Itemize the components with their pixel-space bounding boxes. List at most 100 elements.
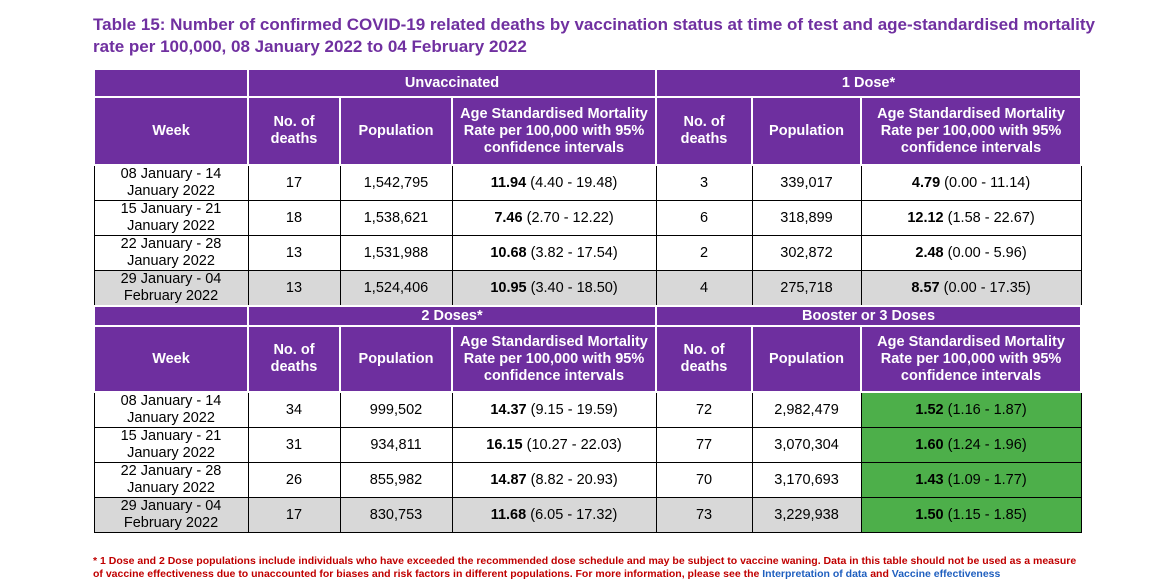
deaths-cell: 73 [655, 497, 753, 533]
population-cell: 855,982 [339, 462, 453, 498]
interpretation-of-data-link[interactable]: Interpretation of data [762, 568, 868, 580]
rate-value: 1.52 [915, 401, 944, 418]
week-cell: 08 January - 14 January 2022 [93, 164, 249, 201]
header-population: Population [339, 325, 453, 393]
rate-value: 16.15 [486, 436, 523, 453]
rate-ci: (9.15 - 19.59) [530, 401, 618, 418]
header-deaths: No. of deaths [247, 325, 341, 393]
rate-cell: 12.12 (1.58 - 22.67) [860, 200, 1082, 236]
rate-value: 1.43 [915, 471, 944, 488]
rate-cell: 1.43 (1.09 - 1.77) [860, 462, 1082, 498]
week-cell: 22 January - 28 January 2022 [93, 462, 249, 498]
vaccine-effectiveness-link[interactable]: Vaccine effectiveness [891, 568, 1001, 580]
population-cell: 275,718 [751, 270, 862, 307]
table-row: 29 January - 04 February 2022 13 1,524,4… [93, 270, 1082, 307]
rate-cell: 10.68 (3.82 - 17.54) [451, 235, 657, 271]
population-cell: 3,070,304 [751, 427, 862, 463]
rate-value: 12.12 [907, 209, 944, 226]
population-cell: 3,229,938 [751, 497, 862, 533]
population-cell: 830,753 [339, 497, 453, 533]
table-title: Table 15: Number of confirmed COVID-19 r… [93, 15, 1095, 56]
week-cell: 29 January - 04 February 2022 [93, 497, 249, 533]
rate-value: 2.48 [915, 244, 944, 261]
header-week: Week [93, 325, 249, 393]
rate-value: 10.68 [490, 244, 527, 261]
header-deaths: No. of deaths [655, 96, 754, 166]
column-header-row-2: Week No. of deaths Population Age Standa… [93, 325, 1083, 393]
population-cell: 302,872 [751, 235, 862, 271]
header-asmr: Age Standardised Mortality Rate per 100,… [450, 325, 658, 393]
rate-cell: 1.52 (1.16 - 1.87) [860, 391, 1082, 428]
population-cell: 1,531,988 [339, 235, 453, 271]
deaths-cell: 77 [655, 427, 753, 463]
week-cell: 08 January - 14 January 2022 [93, 391, 249, 428]
column-header-row-1: Week No. of deaths Population Age Standa… [93, 96, 1083, 166]
rate-ci: (0.00 - 17.35) [943, 279, 1031, 296]
rate-ci: (8.82 - 20.93) [530, 471, 618, 488]
header-asmr: Age Standardised Mortality Rate per 100,… [450, 96, 658, 166]
footnote: * 1 Dose and 2 Dose populations include … [93, 555, 1083, 581]
footnote-and: and [870, 568, 889, 580]
rate-value: 4.79 [911, 174, 941, 191]
header-population: Population [751, 96, 863, 166]
rate-cell: 14.37 (9.15 - 19.59) [451, 391, 657, 428]
deaths-cell: 17 [247, 164, 341, 201]
rate-ci: (1.16 - 1.87) [947, 401, 1027, 418]
table-row: 22 January - 28 January 2022 26 855,982 … [93, 462, 1082, 498]
population-cell: 999,502 [339, 391, 453, 428]
rate-cell: 11.94 (4.40 - 19.48) [451, 164, 657, 201]
deaths-cell: 13 [247, 270, 341, 307]
week-cell: 22 January - 28 January 2022 [93, 235, 249, 271]
rate-ci: (1.24 - 1.96) [947, 436, 1027, 453]
population-cell: 2,982,479 [751, 391, 862, 428]
deaths-cell: 34 [247, 391, 341, 428]
group-unvaccinated: Unvaccinated [246, 68, 658, 98]
rate-ci: (4.40 - 19.48) [530, 174, 618, 191]
deaths-cell: 17 [247, 497, 341, 533]
population-cell: 339,017 [751, 164, 862, 201]
deaths-cell: 3 [655, 164, 753, 201]
rate-ci: (1.58 - 22.67) [947, 209, 1035, 226]
deaths-cell: 26 [247, 462, 341, 498]
population-cell: 1,524,406 [339, 270, 453, 307]
population-cell: 1,542,795 [339, 164, 453, 201]
rate-cell: 1.50 (1.15 - 1.85) [860, 497, 1082, 533]
population-cell: 934,811 [339, 427, 453, 463]
header-deaths: No. of deaths [655, 325, 754, 393]
table-row: 15 January - 21 January 2022 18 1,538,62… [93, 200, 1082, 236]
rate-cell: 16.15 (10.27 - 22.03) [451, 427, 657, 463]
header-population: Population [751, 325, 863, 393]
deaths-cell: 70 [655, 462, 753, 498]
rate-ci: (0.00 - 5.96) [947, 244, 1027, 261]
deaths-cell: 6 [655, 200, 753, 236]
week-cell: 29 January - 04 February 2022 [93, 270, 249, 307]
blank-group-cell [93, 305, 249, 327]
group-booster: Booster or 3 Doses [655, 305, 1083, 327]
rate-cell: 14.87 (8.82 - 20.93) [451, 462, 657, 498]
rate-value: 1.50 [915, 506, 944, 523]
group-header-row-1: Unvaccinated 1 Dose* [93, 68, 1083, 98]
population-cell: 318,899 [751, 200, 862, 236]
deaths-cell: 31 [247, 427, 341, 463]
rate-ci: (0.00 - 11.14) [944, 174, 1031, 191]
table-row: 29 January - 04 February 2022 17 830,753… [93, 497, 1082, 533]
rate-ci: (1.15 - 1.85) [947, 506, 1027, 523]
table-row: 08 January - 14 January 2022 17 1,542,79… [93, 164, 1082, 201]
rate-value: 10.95 [490, 279, 527, 296]
week-cell: 15 January - 21 January 2022 [93, 427, 249, 463]
covid-deaths-table: Unvaccinated 1 Dose* Week No. of deaths … [93, 68, 1083, 533]
rate-value: 14.87 [490, 471, 527, 488]
header-population: Population [339, 96, 453, 166]
table-row: 15 January - 21 January 2022 31 934,811 … [93, 427, 1082, 463]
population-cell: 1,538,621 [339, 200, 453, 236]
rate-ci: (3.40 - 18.50) [530, 279, 618, 296]
rate-ci: (2.70 - 12.22) [526, 209, 614, 226]
deaths-cell: 18 [247, 200, 341, 236]
rate-value: 8.57 [911, 279, 940, 296]
deaths-cell: 4 [655, 270, 753, 307]
rate-cell: 4.79 (0.00 - 11.14) [860, 164, 1082, 201]
rate-cell: 7.46 (2.70 - 12.22) [451, 200, 657, 236]
rate-value: 14.37 [490, 401, 527, 418]
rate-cell: 10.95 (3.40 - 18.50) [451, 270, 657, 307]
header-asmr: Age Standardised Mortality Rate per 100,… [860, 96, 1083, 166]
